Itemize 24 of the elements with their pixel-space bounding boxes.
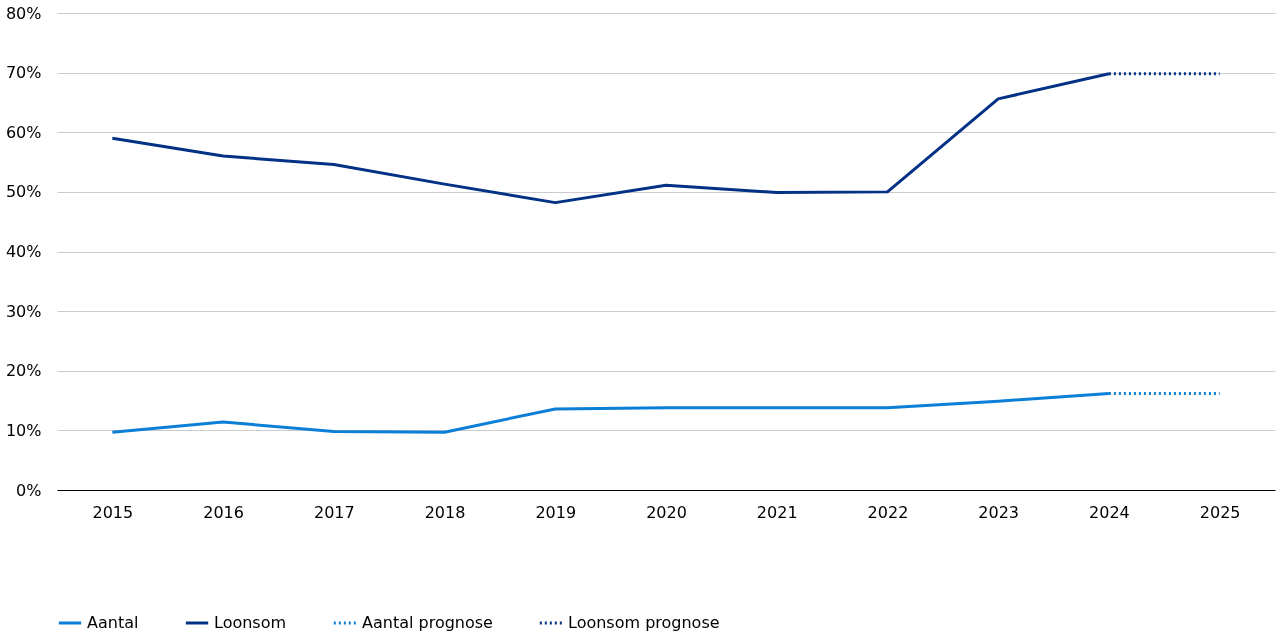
y-tick-label: 30%	[5, 301, 42, 321]
y-tick-label: 10%	[5, 420, 42, 440]
y-tick-label: 0%	[16, 480, 42, 500]
y-tick-label: 40%	[5, 242, 42, 261]
x-tick-label: 2022	[867, 502, 909, 522]
x-tick-label: 2016	[203, 502, 244, 522]
x-tick-label: 2024	[1089, 502, 1130, 522]
x-tick-label: 2023	[978, 502, 1020, 522]
x-tick-label: 2019	[535, 502, 577, 522]
legend-label: Aantal prognose	[362, 613, 493, 632]
x-tick-label: 2018	[424, 502, 466, 522]
legend-label: Aantal	[87, 613, 139, 632]
x-tick-label: 2020	[646, 502, 687, 522]
y-tick-label: 80%	[5, 3, 42, 23]
x-tick-label: 2025	[1199, 502, 1241, 522]
y-tick-label: 20%	[5, 361, 42, 381]
y-tick-label: 70%	[5, 63, 42, 83]
legend-label: Loonsom	[214, 613, 287, 632]
legend-label: Loonsom prognose	[568, 613, 720, 632]
y-tick-label: 50%	[5, 182, 42, 202]
x-tick-label: 2015	[92, 502, 134, 522]
x-tick-label: 2017	[313, 502, 355, 522]
x-tick-label: 2021	[756, 502, 798, 522]
y-tick-label: 60%	[5, 122, 42, 142]
